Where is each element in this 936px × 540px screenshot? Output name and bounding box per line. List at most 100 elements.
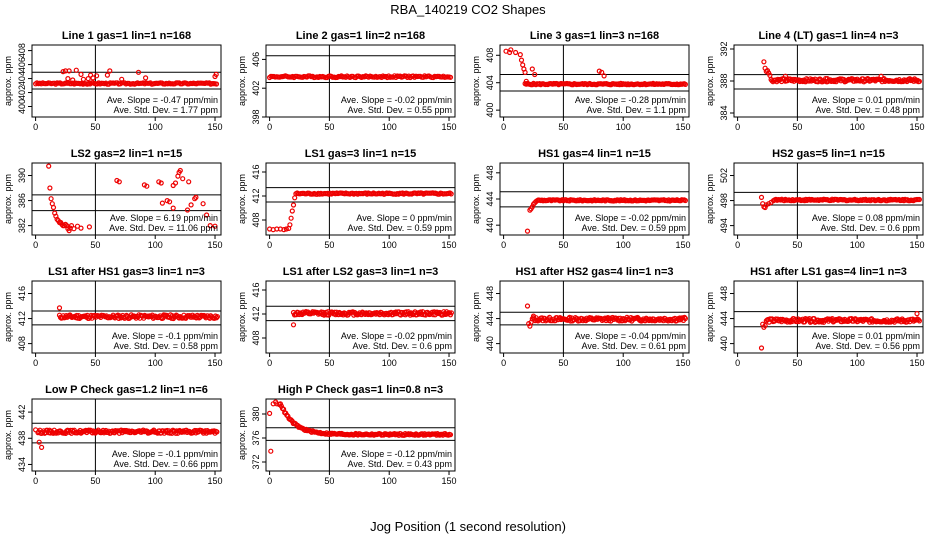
data-point — [276, 401, 282, 407]
data-point — [448, 191, 454, 197]
y-tick-label: 406 — [251, 52, 261, 67]
data-point — [213, 81, 220, 87]
x-tick-label: 50 — [792, 122, 802, 132]
x-tick-label: 150 — [676, 358, 691, 368]
data-points — [32, 67, 220, 87]
std-dev-annotation: Ave. Std. Dev. = 0.48 ppm — [816, 105, 920, 115]
y-tick-label: 412 — [251, 188, 261, 203]
x-tick-label: 100 — [616, 358, 631, 368]
data-point — [283, 226, 289, 232]
x-tick-label: 50 — [90, 358, 100, 368]
x-tick-label: 150 — [208, 240, 223, 250]
y-tick-label: 376 — [251, 430, 261, 445]
slope-annotation: Ave. Slope = 6.19 ppm/min — [110, 213, 218, 223]
y-tick-label: 502 — [719, 168, 729, 183]
panel-11: HS1 after HS2 gas=4 lin=1 n=3 0 50 100 150 44… — [471, 266, 691, 368]
data-points — [503, 47, 689, 88]
panel-title: High P Check gas=1 lin=0.8 n=3 — [278, 384, 443, 396]
x-tick-label: 100 — [382, 358, 397, 368]
panel-3: Line 3 gas=1 lin=3 n=168 0 50 100 150 400 404 4… — [471, 30, 691, 132]
x-tick-label: 150 — [676, 240, 691, 250]
y-tick-label: 440 — [719, 336, 729, 351]
plot-frame — [31, 280, 222, 354]
y-tick-label: 408 — [17, 336, 27, 351]
y-tick-label: 402 — [251, 81, 261, 96]
data-point — [184, 207, 191, 213]
data-point — [767, 72, 773, 79]
x-axis-label: Jog Position (1 second resolution) — [370, 519, 566, 534]
data-point — [48, 196, 54, 202]
data-point — [762, 204, 768, 211]
y-axis-label: approx. ppm — [3, 174, 13, 224]
y-tick-label: 444 — [485, 311, 495, 326]
data-point — [78, 225, 84, 231]
panel-6: LS1 gas=3 lin=1 n=15 0 50 100 150 408 412 416 ap… — [237, 148, 457, 250]
std-dev-annotation: Ave. Std. Dev. = 0.55 ppm — [348, 105, 452, 115]
data-point — [180, 176, 186, 182]
x-tick-label: 50 — [90, 476, 100, 486]
data-point — [62, 221, 69, 227]
y-tick-label: 392 — [719, 41, 729, 56]
x-tick-label: 100 — [850, 122, 865, 132]
panel-title: HS1 after HS2 gas=4 lin=1 n=3 — [515, 266, 673, 278]
y-tick-label: 498 — [719, 193, 729, 208]
panel-title: HS1 gas=4 lin=1 n=15 — [538, 148, 651, 160]
y-tick-label: 382 — [17, 218, 27, 233]
data-point — [916, 196, 923, 203]
x-tick-label: 100 — [148, 476, 163, 486]
slope-annotation: Ave. Slope = 0.01 ppm/min — [812, 331, 920, 341]
x-tick-label: 150 — [208, 122, 223, 132]
panel-8: HS2 gas=5 lin=1 n=15 0 50 100 150 494 498 502 ap… — [705, 148, 925, 250]
panel-title: LS2 gas=2 lin=1 n=15 — [71, 148, 183, 160]
y-tick-label: 434 — [17, 457, 27, 472]
data-point — [74, 312, 80, 319]
data-point — [213, 71, 219, 78]
data-points — [32, 427, 220, 450]
data-point — [758, 345, 765, 351]
slope-annotation: Ave. Slope = -0.28 ppm/min — [575, 95, 686, 105]
y-tick-label: 494 — [719, 218, 729, 233]
y-tick-label: 400 — [485, 103, 495, 118]
data-point — [167, 199, 173, 205]
data-point — [447, 432, 454, 438]
data-point — [289, 208, 295, 214]
y-axis-label: approx. ppm — [471, 56, 481, 106]
slope-annotation: Ave. Slope = -0.47 ppm/min — [107, 95, 218, 105]
data-points — [267, 73, 454, 81]
data-point — [36, 439, 42, 445]
data-points — [524, 303, 689, 329]
panel-title: Line 3 gas=1 lin=3 n=168 — [530, 30, 659, 42]
y-tick-label: 398 — [251, 109, 261, 124]
x-tick-label: 150 — [910, 358, 925, 368]
slope-annotation: Ave. Slope = -0.1 ppm/min — [112, 449, 218, 459]
std-dev-annotation: Ave. Std. Dev. = 0.61 ppm — [582, 341, 686, 351]
y-tick-label: 416 — [251, 164, 261, 179]
panel-9: LS1 after HS1 gas=3 lin=1 n=3 0 50 100 150 40… — [3, 266, 223, 368]
data-point — [524, 80, 531, 87]
std-dev-annotation: Ave. Std. Dev. = 11.06 ppm — [109, 223, 218, 233]
data-point — [38, 444, 45, 450]
data-points — [46, 163, 218, 234]
slope-annotation: Ave. Slope = 0.01 ppm/min — [812, 95, 920, 105]
data-point — [144, 183, 150, 189]
data-point — [274, 401, 280, 407]
x-tick-label: 0 — [501, 122, 506, 132]
panel-title: Line 2 gas=1 lin=2 n=168 — [296, 30, 425, 42]
data-point — [529, 204, 535, 210]
data-point — [186, 179, 192, 185]
x-tick-label: 50 — [324, 240, 334, 250]
data-point — [61, 223, 67, 229]
x-tick-label: 100 — [382, 240, 397, 250]
y-tick-label: 408 — [251, 212, 261, 227]
data-point — [70, 77, 76, 83]
y-tick-label: 442 — [17, 405, 27, 420]
panel-title: LS1 gas=3 lin=1 n=15 — [305, 148, 417, 160]
data-point — [46, 163, 52, 169]
x-tick-label: 50 — [792, 240, 802, 250]
x-tick-label: 0 — [501, 240, 506, 250]
panel-5: LS2 gas=2 lin=1 n=15 0 50 100 150 382 386 390 ap… — [3, 148, 223, 250]
y-tick-label: 444 — [485, 191, 495, 206]
y-axis-label: approx. ppm — [237, 56, 247, 106]
